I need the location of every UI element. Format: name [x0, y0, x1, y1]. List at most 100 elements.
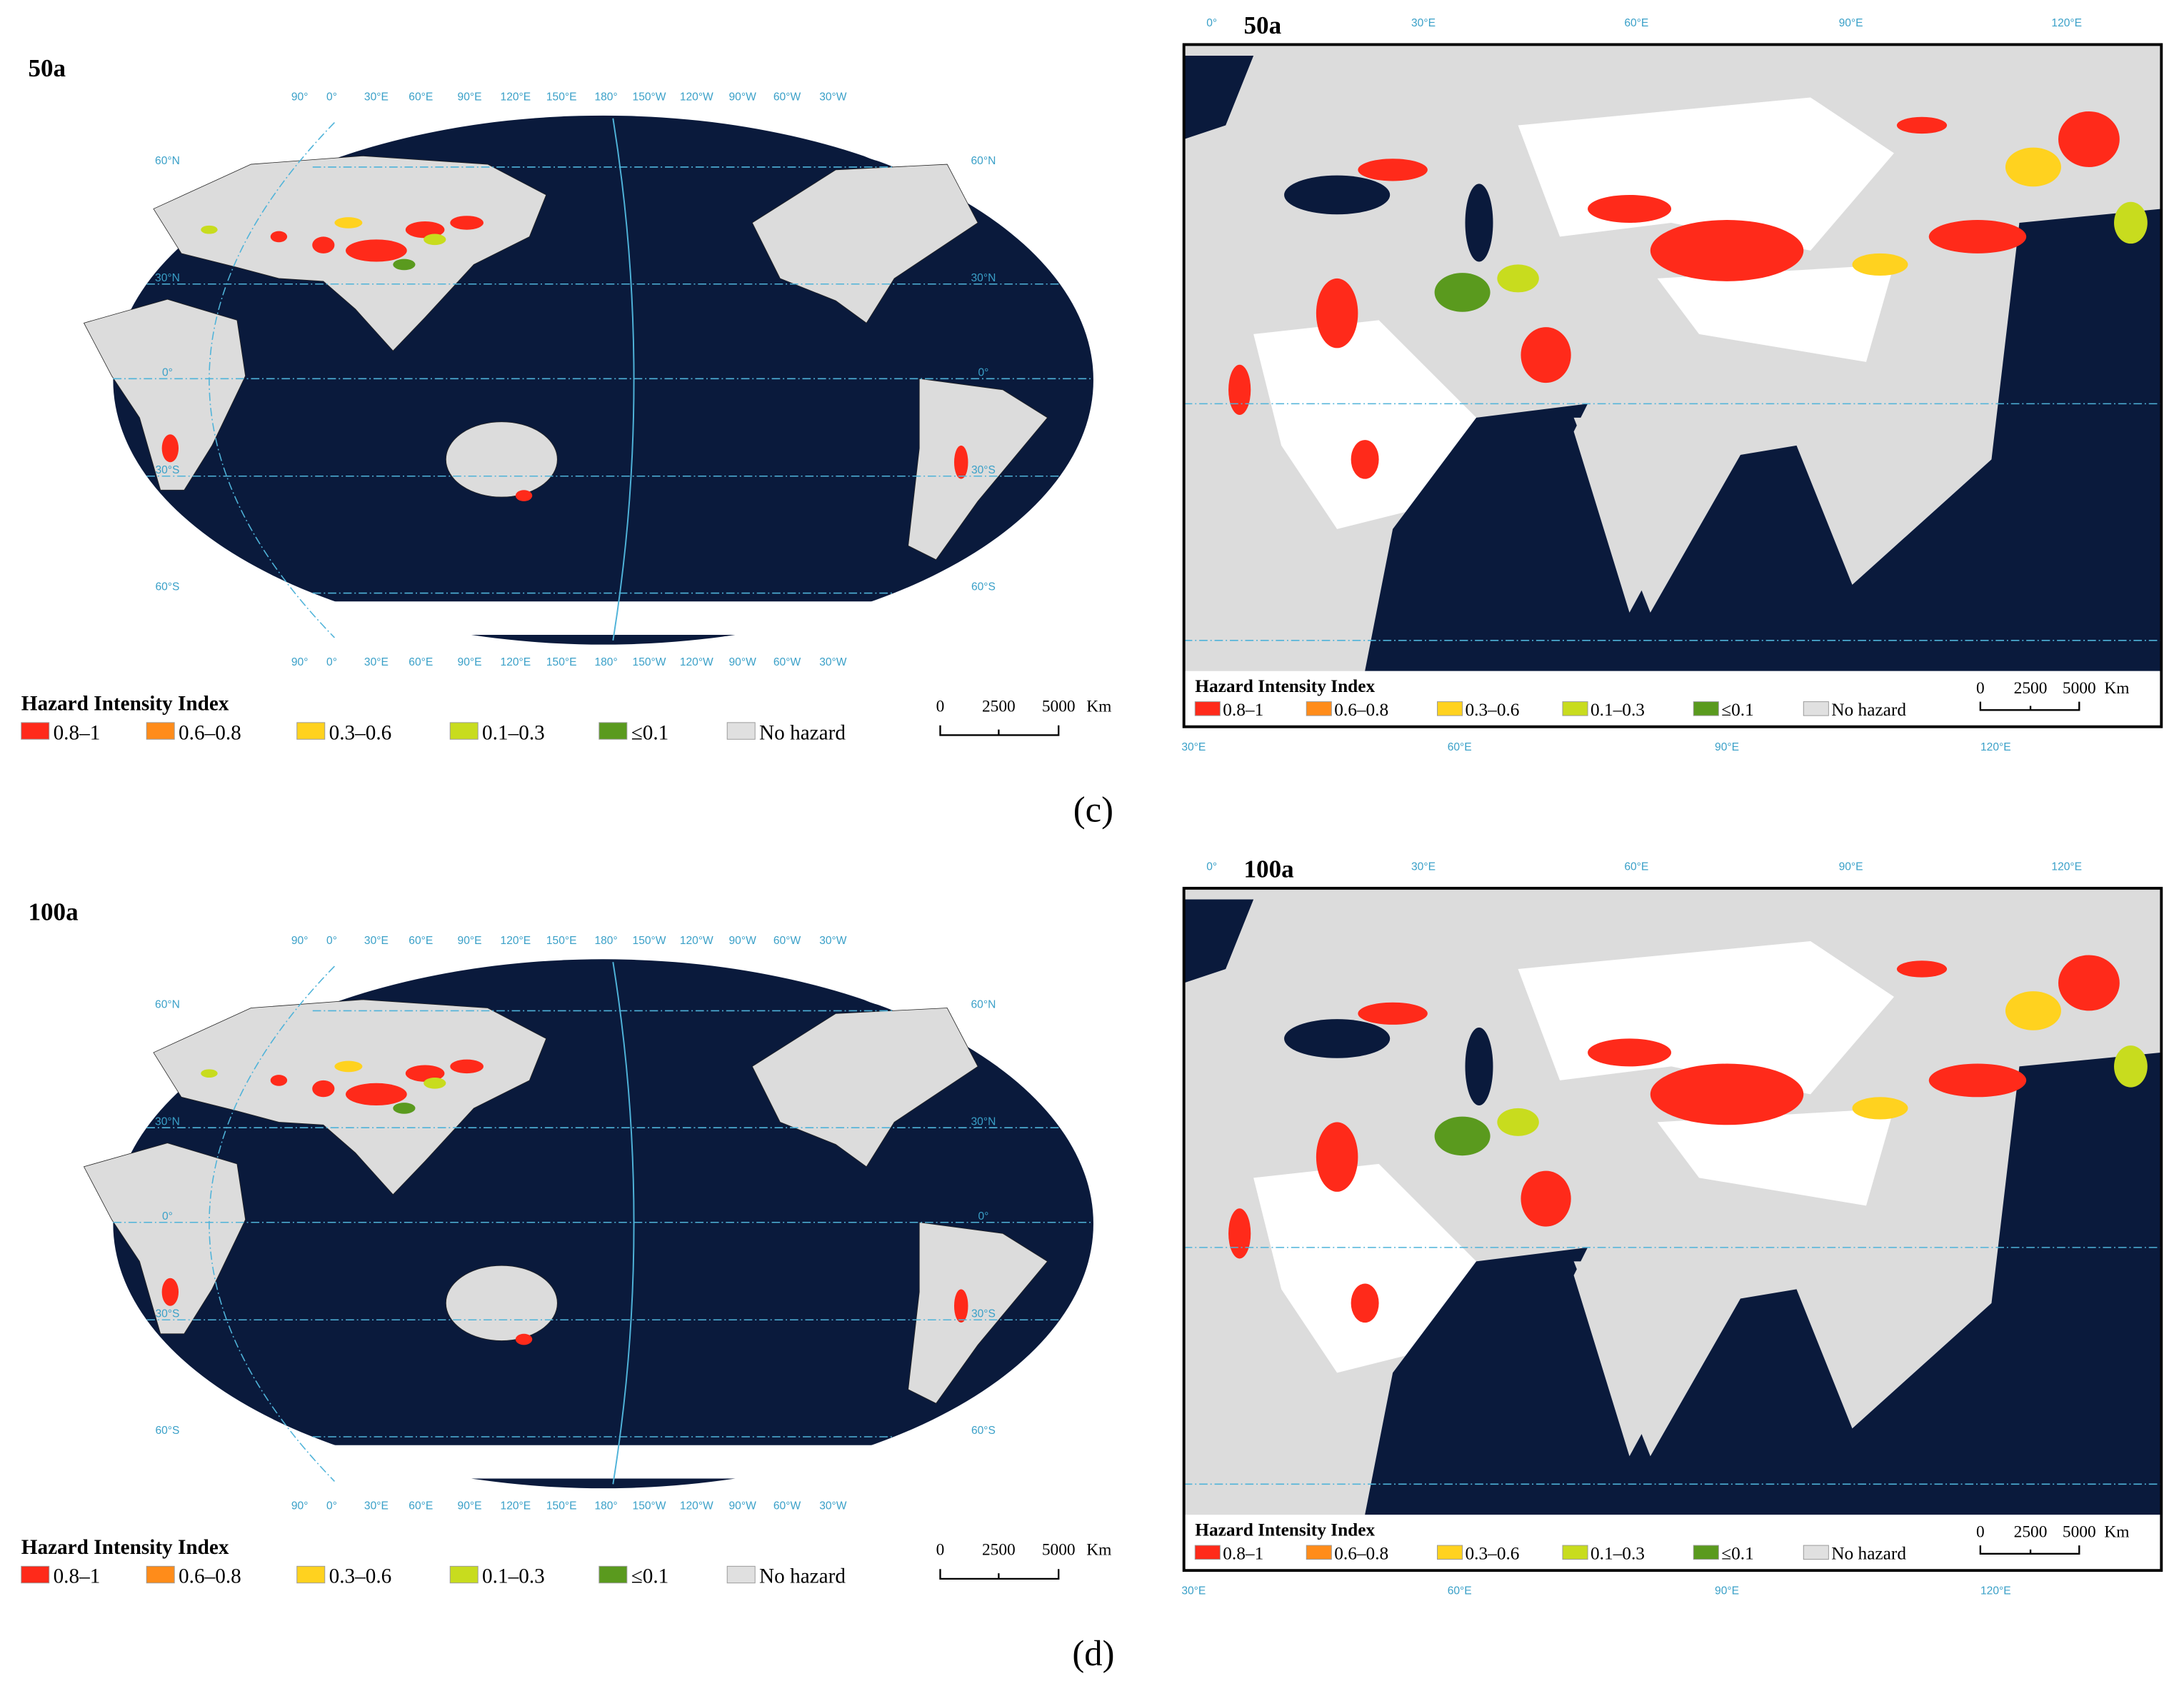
legend-swatch	[146, 1565, 175, 1584]
land	[445, 1265, 558, 1341]
legend-swatch	[21, 1565, 50, 1584]
map-title: 100a	[28, 898, 79, 926]
hazard-area	[2114, 201, 2148, 244]
legend-swatch	[598, 1565, 628, 1584]
lon-label: 180°	[594, 1500, 617, 1512]
hazard-area	[1650, 1063, 1804, 1125]
scale-label: 0	[936, 1541, 945, 1560]
legend-label: 0.1–0.3	[1591, 700, 1645, 720]
scale-label: 5000	[2063, 1522, 2096, 1541]
hazard-area	[345, 239, 407, 262]
lon-label: 60°E	[409, 935, 433, 947]
legend-swatch	[146, 722, 175, 740]
graticule	[612, 118, 635, 641]
panel-label: (c)	[1073, 789, 1113, 829]
legend-label: 0.8–1	[1223, 700, 1263, 720]
hazard-area	[201, 1069, 218, 1078]
lat-label: 0°	[978, 366, 988, 378]
lon-label: 30°E	[364, 656, 389, 668]
scale-label: 0	[1976, 1522, 1985, 1541]
lon-label: 60°W	[773, 935, 801, 947]
hazard-area	[515, 490, 533, 501]
hazard-area	[270, 231, 288, 243]
desert	[1253, 1163, 1477, 1373]
lon-label: 150°W	[633, 1500, 666, 1512]
map-title: 100a	[1244, 855, 1295, 883]
hazard-area	[334, 1060, 363, 1073]
lat-label: 0°	[978, 1210, 988, 1223]
legend-swatch	[449, 1565, 479, 1584]
hazard-area	[345, 1083, 407, 1106]
lat-label: 30°S	[971, 1308, 996, 1320]
legend-swatch	[449, 722, 479, 740]
hazard-area	[1650, 220, 1804, 281]
land	[445, 421, 558, 498]
legend-label: 0.6–0.8	[179, 721, 241, 744]
legend-swatch	[296, 722, 326, 740]
lon-label: 90°E	[458, 1500, 482, 1512]
legend-label: 0.1–0.3	[1591, 1544, 1645, 1564]
legend-swatch	[1693, 701, 1719, 716]
legend-swatch	[1194, 701, 1221, 716]
scale-bar	[1979, 1545, 2080, 1555]
legend-label: 0.1–0.3	[482, 1565, 545, 1588]
legend-swatch	[1803, 1545, 1829, 1560]
lon-label: 60°E	[1448, 741, 1472, 753]
legend-label: ≤0.1	[631, 1565, 669, 1588]
lat-label: 0°	[162, 366, 173, 378]
lon-label: 180°	[594, 91, 617, 103]
lon-label: 60°E	[409, 1500, 433, 1512]
land	[908, 378, 1048, 561]
land	[751, 164, 978, 323]
hazard-area	[1434, 1116, 1491, 1156]
lon-label: 60°E	[1624, 17, 1648, 29]
sea	[1465, 184, 1493, 262]
scale-unit: Km	[1086, 697, 1111, 716]
ocean	[1365, 1052, 2162, 1515]
land	[908, 1222, 1048, 1404]
hazard-area	[1896, 116, 1948, 134]
lon-label: 60°W	[773, 1500, 801, 1512]
desert	[1657, 264, 1894, 362]
lon-label: 120°E	[1980, 741, 2011, 753]
legend-swatch	[1437, 701, 1463, 716]
hazard-area	[2005, 147, 2061, 187]
hazard-area	[161, 434, 179, 463]
land	[83, 1143, 246, 1335]
scale-label: 0	[1976, 679, 1985, 698]
legend-swatch	[21, 722, 50, 740]
lon-label: 90°W	[729, 935, 757, 947]
hazard-area	[2005, 991, 2061, 1030]
legend-label: No hazard	[759, 721, 846, 744]
lon-label: 30°W	[819, 91, 847, 103]
lon-label: 120°W	[680, 656, 713, 668]
desert	[1253, 320, 1477, 529]
lon-label: 120°E	[501, 656, 531, 668]
hazard-area	[953, 445, 968, 479]
antarctica	[251, 601, 976, 636]
legend-swatch	[1693, 1545, 1719, 1560]
lat-label: 60°S	[971, 1425, 996, 1437]
legend-title: Hazard Intensity Index	[1195, 676, 1375, 696]
hazard-area	[1228, 364, 1251, 415]
lat-label: 30°S	[155, 464, 179, 476]
ocean	[1183, 899, 1254, 983]
map-frame	[1182, 886, 2163, 1572]
lat-label: 60°N	[971, 155, 996, 167]
graticule	[209, 965, 335, 1482]
hazard-area	[312, 1080, 335, 1098]
panel: 60°N 60°N 30°N 30°N 0° 0° 30°S 30°S 60°S 60°S 90° 9…	[21, 11, 2163, 829]
legend-swatch	[598, 722, 628, 740]
lat-label: 30°S	[155, 1308, 179, 1320]
map-title: 50a	[1244, 11, 1282, 39]
legend-label: ≤0.1	[1721, 1544, 1754, 1564]
ice	[849, 958, 961, 1008]
scale-label: 2500	[2014, 679, 2048, 698]
lon-label: 120°E	[2051, 861, 2082, 873]
scale-unit: Km	[1086, 1541, 1111, 1560]
legend-band	[1183, 1515, 2162, 1571]
legend-band	[1183, 671, 2162, 727]
lon-label: 30°E	[1411, 861, 1436, 873]
hazard-area	[1852, 253, 1908, 276]
lon-label: 60°E	[1624, 861, 1648, 873]
